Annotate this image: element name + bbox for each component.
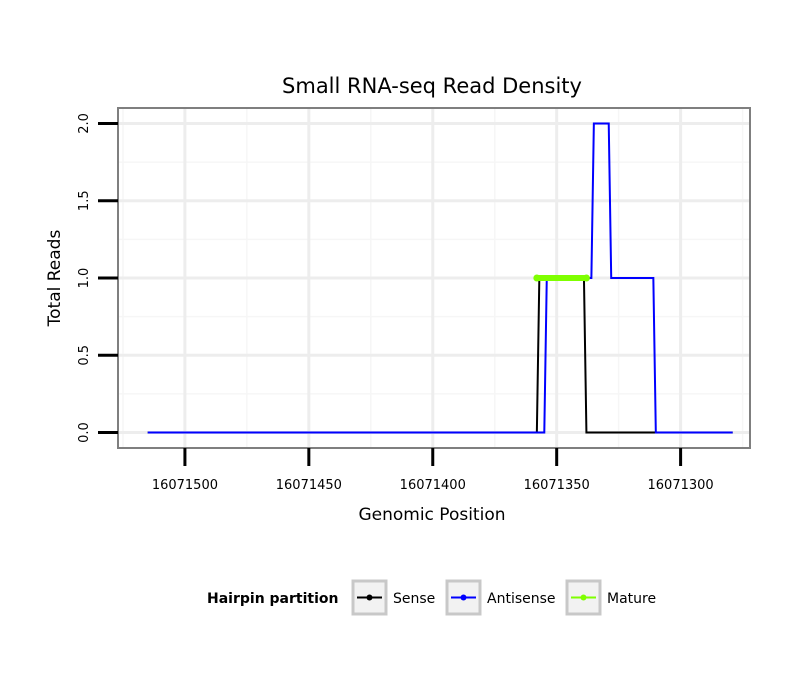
legend-label: Sense <box>393 591 435 607</box>
legend-label: Antisense <box>487 591 556 607</box>
mature-point <box>533 274 541 282</box>
x-tick-label: 16071350 <box>524 478 590 493</box>
legend-key-point <box>366 594 373 601</box>
mature-point <box>582 274 590 282</box>
legend: Hairpin partition Sense Antisense Mature <box>207 579 656 616</box>
legend-label: Mature <box>607 591 656 607</box>
x-tick-label: 16071450 <box>276 478 342 493</box>
series-lines <box>147 122 733 434</box>
y-tick-label: 1.5 <box>77 190 92 211</box>
legend-key-point <box>460 594 467 601</box>
x-axis-title: Genomic Position <box>358 505 505 525</box>
legend-item-mature: Mature <box>565 579 656 616</box>
y-axis-title: Total Reads <box>45 230 65 328</box>
legend-item-sense: Sense <box>351 579 435 616</box>
y-tick-label: 1.0 <box>77 268 92 289</box>
y-tick-label: 0.5 <box>77 345 92 366</box>
series-line-antisense <box>147 122 733 434</box>
legend-key-point <box>580 594 587 601</box>
x-tick-label: 16071500 <box>152 478 218 493</box>
x-tick-label: 16071400 <box>400 478 466 493</box>
legend-title: Hairpin partition <box>207 591 338 607</box>
y-axis: 0.0 0.5 1.0 1.5 2.0 <box>77 113 118 443</box>
y-tick-label: 0.0 <box>77 422 92 443</box>
y-tick-label: 2.0 <box>77 113 92 134</box>
x-axis: 16071500 16071450 16071400 16071350 16071300 <box>152 448 714 493</box>
legend-item-antisense: Antisense <box>445 579 556 616</box>
x-tick-label: 16071300 <box>648 478 714 493</box>
chart-title: Small RNA-seq Read Density <box>282 74 582 98</box>
